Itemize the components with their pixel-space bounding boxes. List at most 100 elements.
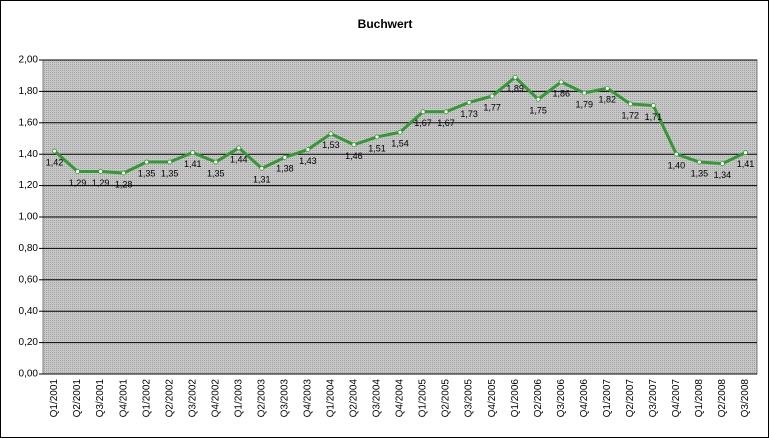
marker [259, 165, 265, 171]
marker [673, 151, 679, 157]
data-label: 1,42 [46, 157, 64, 167]
data-label: 1,40 [668, 161, 686, 171]
x-tick-label: Q1/2007 [602, 379, 613, 418]
x-tick-label: Q1/2004 [326, 379, 337, 418]
marker [443, 109, 449, 115]
data-label: 1,86 [552, 88, 570, 98]
data-label: 1,28 [115, 179, 133, 189]
x-tick-label: Q2/2007 [625, 379, 636, 418]
x-tick-label: Q2/2005 [441, 379, 452, 418]
marker [512, 74, 518, 80]
marker [535, 96, 541, 102]
data-label: 1,29 [69, 178, 87, 188]
data-label: 1,79 [575, 99, 593, 109]
marker [328, 131, 334, 137]
marker [351, 142, 357, 148]
marker [743, 150, 748, 156]
data-label: 1,35 [207, 168, 225, 178]
x-tick-label: Q3/2002 [187, 379, 198, 418]
x-tick-label: Q1/2001 [49, 379, 60, 418]
marker [213, 159, 219, 165]
data-label: 1,77 [483, 102, 501, 112]
marker [466, 99, 472, 105]
x-tick-label: Q2/2002 [164, 379, 175, 418]
data-label: 1,38 [276, 164, 294, 174]
y-tick-label: 0,20 [19, 337, 39, 348]
marker [720, 161, 725, 167]
marker [282, 154, 288, 160]
y-tick-label: 1,00 [19, 212, 39, 223]
x-tick-label: Q3/2005 [464, 379, 475, 418]
x-tick-label: Q2/2003 [256, 379, 267, 418]
marker [144, 159, 150, 165]
x-tick-label: Q3/2006 [556, 379, 567, 418]
x-tick-label: Q3/2008 [740, 379, 751, 418]
x-tick-label: Q3/2004 [372, 379, 383, 418]
y-tick-label: 1,60 [19, 117, 39, 128]
marker [374, 134, 380, 140]
data-label: 1,75 [529, 106, 547, 116]
data-label: 1,41 [737, 159, 755, 169]
data-label: 1,71 [645, 112, 663, 122]
x-tick-label: Q1/2006 [510, 379, 521, 418]
y-tick-label: 0,40 [19, 306, 39, 317]
x-tick-label: Q1/2008 [694, 379, 705, 418]
marker [98, 169, 103, 174]
data-label: 1,41 [184, 159, 202, 169]
data-label: 1,46 [345, 151, 363, 161]
marker [167, 159, 173, 165]
x-tick-label: Q4/2006 [579, 379, 590, 418]
x-tick-label: Q2/2006 [533, 379, 544, 418]
marker [52, 148, 57, 154]
x-tick-label: Q4/2001 [118, 379, 129, 418]
data-label: 1,54 [391, 139, 409, 149]
data-label: 1,44 [230, 154, 248, 164]
data-label: 1,67 [437, 118, 455, 128]
x-tick-label: Q2/2004 [349, 379, 360, 418]
marker [305, 147, 311, 152]
x-tick-label: Q1/2005 [418, 379, 429, 418]
marker [650, 103, 656, 108]
y-tick-label: 0,00 [19, 369, 39, 380]
marker [420, 109, 426, 115]
marker [581, 90, 587, 96]
data-label: 1,53 [322, 140, 340, 150]
x-tick-label: Q4/2007 [671, 379, 682, 418]
x-tick-label: Q1/2002 [141, 379, 152, 418]
marker [558, 79, 564, 85]
marker [627, 101, 633, 107]
marker [236, 145, 242, 151]
y-tick-label: 1,80 [19, 86, 39, 97]
data-label: 1,35 [161, 168, 179, 178]
data-label: 1,73 [460, 109, 478, 119]
x-tick-label: Q4/2005 [487, 379, 498, 418]
x-tick-label: Q4/2003 [303, 379, 314, 418]
data-label: 1,72 [622, 110, 640, 120]
x-tick-label: Q4/2002 [210, 379, 221, 418]
data-label: 1,67 [414, 118, 432, 128]
marker [190, 150, 196, 156]
data-label: 1,31 [253, 175, 271, 185]
marker [697, 159, 702, 165]
y-tick-label: 2,00 [19, 55, 39, 66]
chart-title: Buchwert [358, 17, 413, 31]
data-label: 1,89 [506, 84, 524, 94]
x-tick-label: Q3/2001 [95, 379, 106, 418]
y-tick-label: 0,80 [19, 243, 39, 254]
y-tick-label: 0,60 [19, 274, 39, 285]
data-label: 1,29 [92, 178, 110, 188]
marker [121, 170, 127, 176]
x-tick-label: Q3/2007 [648, 379, 659, 418]
y-tick-label: 1,40 [19, 149, 39, 160]
x-tick-label: Q2/2008 [717, 379, 728, 418]
marker [397, 129, 403, 135]
marker [75, 169, 80, 174]
marker [604, 85, 610, 91]
x-tick-label: Q4/2004 [395, 379, 406, 418]
y-tick-label: 1,20 [19, 180, 39, 191]
data-label: 1,51 [368, 143, 386, 153]
data-label: 1,35 [691, 168, 709, 178]
data-label: 1,82 [599, 95, 617, 105]
data-label: 1,34 [714, 170, 732, 180]
